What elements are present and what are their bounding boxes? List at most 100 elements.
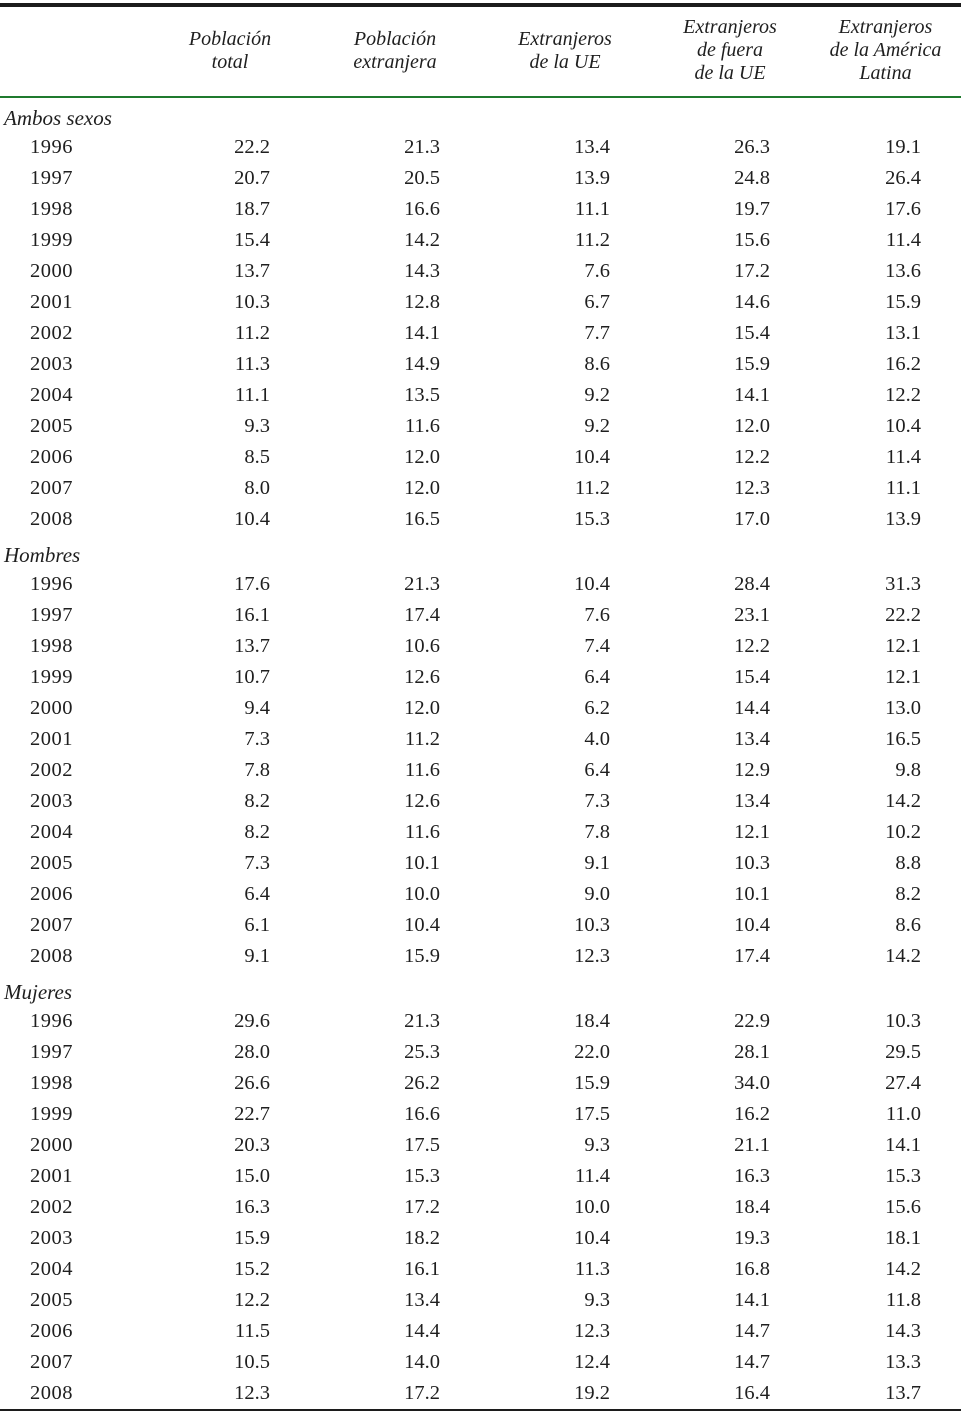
year-cell: 2001 xyxy=(30,291,73,313)
year-cell: 2006 xyxy=(30,1320,73,1342)
value-cell: 14.9 xyxy=(404,353,440,375)
value-cell: 8.0 xyxy=(244,477,270,499)
section-row: Mujeres xyxy=(0,972,961,1006)
year-cell: 2000 xyxy=(30,697,73,719)
value-cell: 25.3 xyxy=(404,1041,440,1063)
value-cell: 22.2 xyxy=(885,604,921,626)
value-cell: 17.2 xyxy=(734,260,770,282)
year-cell: 2008 xyxy=(30,1382,73,1404)
value-cell: 14.7 xyxy=(734,1351,770,1373)
value-cell: 11.1 xyxy=(574,198,610,220)
value-cell: 14.6 xyxy=(734,291,770,313)
value-cell: 17.4 xyxy=(734,945,770,967)
value-cell: 28.4 xyxy=(734,573,770,595)
value-cell: 10.4 xyxy=(574,1227,610,1249)
year-cell: 2002 xyxy=(30,322,73,344)
value-cell: 12.6 xyxy=(404,790,440,812)
value-cell: 9.0 xyxy=(584,883,610,905)
value-cell: 16.4 xyxy=(734,1382,770,1404)
value-cell: 13.4 xyxy=(734,728,770,750)
value-cell: 7.6 xyxy=(584,604,610,626)
year-cell: 1999 xyxy=(30,229,73,251)
value-cell: 10.6 xyxy=(404,635,440,657)
value-cell: 12.2 xyxy=(885,384,921,406)
value-cell: 6.4 xyxy=(584,666,610,688)
value-cell: 15.9 xyxy=(734,353,770,375)
value-cell: 12.2 xyxy=(734,635,770,657)
table-row: 1996 17.6 21.3 10.4 28.4 31.3 xyxy=(0,569,961,600)
data-table: Población total Población extranjera Ext… xyxy=(0,3,961,1411)
year-cell: 2004 xyxy=(30,821,73,843)
year-cell: 2007 xyxy=(30,1351,73,1373)
year-cell: 2007 xyxy=(30,477,73,499)
value-cell: 14.2 xyxy=(885,945,921,967)
value-cell: 16.3 xyxy=(734,1165,770,1187)
value-cell: 15.6 xyxy=(885,1196,921,1218)
value-cell: 20.3 xyxy=(234,1134,270,1156)
value-cell: 15.6 xyxy=(734,229,770,251)
table-row: 2001 7.3 11.2 4.0 13.4 16.5 xyxy=(0,724,961,755)
value-cell: 13.5 xyxy=(404,384,440,406)
value-cell: 18.1 xyxy=(885,1227,921,1249)
year-cell: 2006 xyxy=(30,883,73,905)
value-cell: 11.3 xyxy=(234,353,270,375)
value-cell: 19.7 xyxy=(734,198,770,220)
table-row: 2008 10.4 16.5 15.3 17.0 13.9 xyxy=(0,504,961,535)
section-row: Hombres xyxy=(0,535,961,569)
value-cell: 13.1 xyxy=(885,322,921,344)
table-row: 1998 18.7 16.6 11.1 19.7 17.6 xyxy=(0,194,961,225)
value-cell: 15.3 xyxy=(885,1165,921,1187)
value-cell: 12.0 xyxy=(734,415,770,437)
value-cell: 12.2 xyxy=(234,1289,270,1311)
value-cell: 16.1 xyxy=(404,1258,440,1280)
value-cell: 11.6 xyxy=(404,821,440,843)
year-cell: 1996 xyxy=(30,136,73,158)
value-cell: 14.1 xyxy=(404,322,440,344)
value-cell: 7.7 xyxy=(584,322,610,344)
table-row: 1999 22.7 16.6 17.5 16.2 11.0 xyxy=(0,1099,961,1130)
value-cell: 7.6 xyxy=(584,260,610,282)
value-cell: 14.3 xyxy=(404,260,440,282)
year-cell: 1998 xyxy=(30,198,73,220)
value-cell: 16.2 xyxy=(734,1103,770,1125)
table-row: 1997 16.1 17.4 7.6 23.1 22.2 xyxy=(0,600,961,631)
value-cell: 15.2 xyxy=(234,1258,270,1280)
value-cell: 4.0 xyxy=(584,728,610,750)
table-row: 2002 11.2 14.1 7.7 15.4 13.1 xyxy=(0,318,961,349)
table-row: 2000 9.4 12.0 6.2 14.4 13.0 xyxy=(0,693,961,724)
value-cell: 28.0 xyxy=(234,1041,270,1063)
table-row: 1997 28.0 25.3 22.0 28.1 29.5 xyxy=(0,1037,961,1068)
value-cell: 10.4 xyxy=(234,508,270,530)
value-cell: 22.2 xyxy=(234,136,270,158)
value-cell: 26.2 xyxy=(404,1072,440,1094)
table-row: 2003 11.3 14.9 8.6 15.9 16.2 xyxy=(0,349,961,380)
value-cell: 10.3 xyxy=(234,291,270,313)
value-cell: 11.2 xyxy=(234,322,270,344)
value-cell: 17.5 xyxy=(574,1103,610,1125)
value-cell: 11.6 xyxy=(404,759,440,781)
table-row: 2006 6.4 10.0 9.0 10.1 8.2 xyxy=(0,879,961,910)
table-row: 2004 15.2 16.1 11.3 16.8 14.2 xyxy=(0,1254,961,1285)
value-cell: 11.6 xyxy=(404,415,440,437)
value-cell: 11.8 xyxy=(885,1289,921,1311)
value-cell: 26.4 xyxy=(885,167,921,189)
value-cell: 10.4 xyxy=(404,914,440,936)
value-cell: 20.7 xyxy=(234,167,270,189)
table-row: 2006 8.5 12.0 10.4 12.2 11.4 xyxy=(0,442,961,473)
value-cell: 6.7 xyxy=(584,291,610,313)
table-row: 1999 15.4 14.2 11.2 15.6 11.4 xyxy=(0,225,961,256)
section-label: Ambos sexos xyxy=(4,105,112,130)
value-cell: 13.4 xyxy=(734,790,770,812)
value-cell: 16.1 xyxy=(234,604,270,626)
value-cell: 15.4 xyxy=(234,229,270,251)
year-cell: 1996 xyxy=(30,1010,73,1032)
value-cell: 12.1 xyxy=(885,635,921,657)
year-cell: 2008 xyxy=(30,945,73,967)
value-cell: 26.6 xyxy=(234,1072,270,1094)
value-cell: 10.3 xyxy=(885,1010,921,1032)
value-cell: 9.8 xyxy=(895,759,921,781)
year-cell: 2008 xyxy=(30,508,73,530)
value-cell: 12.0 xyxy=(404,446,440,468)
section-label: Hombres xyxy=(4,542,81,567)
value-cell: 16.5 xyxy=(404,508,440,530)
